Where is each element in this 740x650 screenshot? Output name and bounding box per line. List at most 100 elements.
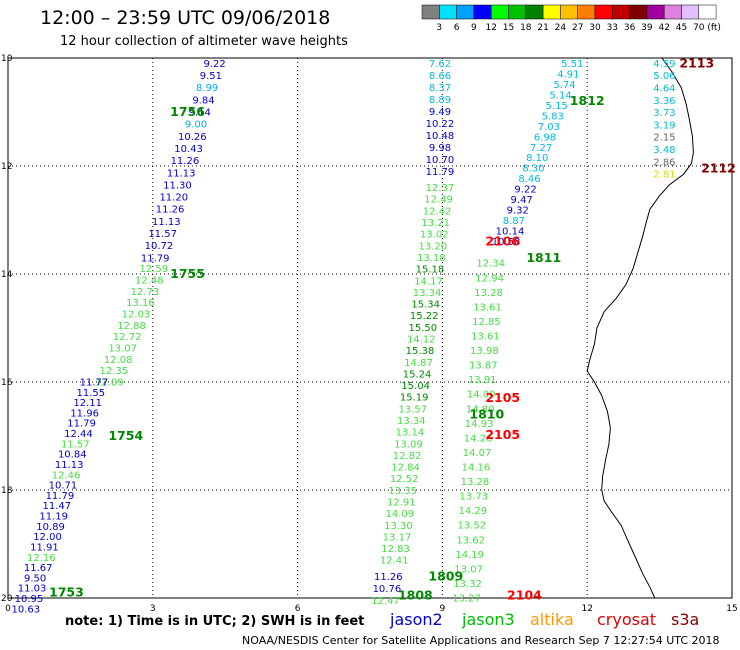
- y-tick-label: 12: [1, 162, 12, 172]
- coastline: [586, 57, 694, 599]
- wave-height-value: 12.37: [426, 183, 455, 194]
- wave-height-value: 10.71: [49, 481, 78, 492]
- scale-swatch: [542, 4, 561, 20]
- wave-height-value: 13.17: [383, 532, 412, 543]
- wave-height-value: 14.12: [407, 334, 436, 345]
- wave-height-value: 7.62: [429, 59, 451, 70]
- wave-height-value: 8.10: [526, 153, 548, 164]
- wave-height-value: 10.70: [426, 155, 455, 166]
- grid-lines: [8, 58, 732, 598]
- wave-height-value: 8.66: [429, 71, 451, 82]
- wave-height-value: 14.80: [466, 404, 495, 415]
- pass-label: 1755: [170, 266, 205, 281]
- wave-height-value: 12.46: [52, 470, 81, 481]
- wave-height-value: 11.79: [141, 253, 170, 264]
- wave-height-value: 12.85: [472, 317, 501, 328]
- wave-height-value: 13.07: [454, 564, 483, 575]
- wave-height-value: 11.19: [39, 512, 68, 523]
- x-tick-label: 0: [5, 604, 11, 614]
- wave-height-value: 13.18: [417, 253, 446, 264]
- wave-height-value: 11.26: [171, 156, 200, 167]
- scale-label: 3: [436, 23, 442, 33]
- wave-height-value: 10.58: [492, 237, 521, 248]
- wave-height-value: 9.22: [514, 185, 536, 196]
- y-tick-label: 14: [1, 270, 13, 280]
- wave-height-value: 15.19: [400, 393, 429, 404]
- scale-label: 12: [485, 23, 496, 33]
- wave-height-value: 13.16: [126, 298, 155, 309]
- wave-height-value: 4.91: [557, 69, 579, 80]
- pass-label: 2106: [485, 234, 520, 249]
- wave-height-value: 5.83: [542, 111, 564, 122]
- wave-height-value: 14.07: [463, 448, 492, 459]
- x-tick-label: 6: [295, 604, 301, 614]
- y-tick-label: 10: [1, 54, 13, 64]
- wave-height-value: 11.13: [167, 168, 196, 179]
- wave-height-value: 10.76: [373, 584, 402, 595]
- wave-height-value: 15.22: [410, 311, 439, 322]
- legend-jason2: jason2: [389, 610, 443, 629]
- map-subtitle: 12 hour collection of altimeter wave hei…: [60, 34, 348, 49]
- wave-height-value: 9.50: [24, 573, 46, 584]
- wave-height-value: 14.09: [386, 509, 415, 520]
- wave-height-value: 4.64: [653, 84, 675, 95]
- wave-height-value: 3.73: [653, 108, 675, 119]
- wave-height-value: 11.13: [55, 460, 84, 471]
- wave-height-value: 12.82: [393, 451, 422, 462]
- wave-height-value: 8.37: [429, 83, 451, 94]
- y-tick-label: 16: [1, 378, 13, 388]
- wave-height-value: 13.34: [397, 416, 426, 427]
- wave-height-value: 11.57: [61, 439, 90, 450]
- pass-label: 1753: [49, 585, 84, 600]
- wave-height-value: 11.26: [156, 205, 185, 216]
- wave-height-value: 11.96: [70, 408, 99, 419]
- scale-swatch: [490, 4, 509, 20]
- wave-height-value: 6.98: [534, 132, 556, 143]
- wave-height-value: 10.63: [12, 604, 41, 615]
- wave-height-value: 14.29: [459, 506, 488, 517]
- wave-height-value: 13.28: [461, 477, 490, 488]
- pass-label: 2112: [701, 161, 736, 176]
- wave-height-value: 9.49: [429, 107, 451, 118]
- color-scale-legend: 3 6 9 12 15 18 21 24 27 30 33 36 39 42 45 70 (ft): [421, 4, 721, 33]
- wave-height-value: 11.20: [159, 193, 188, 204]
- wave-height-value: 12.34: [476, 259, 505, 270]
- wave-height-value: 10.26: [178, 132, 207, 143]
- scale-swatch: [560, 4, 578, 20]
- wave-height-value: 14.17: [414, 276, 443, 287]
- wave-height-value: 10.48: [426, 131, 455, 142]
- map-title: 12:00 – 23:59 UTC 09/06/2018: [40, 7, 330, 29]
- wave-height-value: 14.26: [464, 433, 493, 444]
- scale-label: 30: [589, 23, 601, 33]
- wave-height-value: 14.87: [404, 358, 433, 369]
- scale-swatch: [594, 4, 613, 20]
- wave-height-value: 8.99: [196, 83, 218, 94]
- scale-label: 70: [693, 23, 705, 33]
- pass-label: 2105: [485, 427, 520, 442]
- wave-height-value: 13.62: [456, 535, 485, 546]
- wave-height-value: 11.79: [426, 167, 455, 178]
- wave-height-value: 12.42: [423, 206, 452, 217]
- wave-height-value: 13.30: [384, 521, 413, 532]
- wave-height-value: 13.28: [474, 288, 503, 299]
- wave-height-value: 8.46: [518, 174, 540, 185]
- wave-height-value: 15.18: [416, 265, 445, 276]
- scale-label: 39: [641, 23, 653, 33]
- wave-height-value: 11.13: [152, 217, 181, 228]
- wave-height-value: 12.59: [139, 264, 168, 275]
- legend-cryosat: cryosat: [597, 610, 656, 629]
- wave-height-value: 12.48: [135, 275, 164, 286]
- wave-height-value: 3.48: [653, 145, 675, 156]
- scale-swatch: [698, 4, 717, 20]
- wave-height-value: 12.08: [104, 355, 133, 366]
- wave-height-value: 15.34: [411, 300, 440, 311]
- wave-height-value: 5.74: [553, 80, 575, 91]
- x-tick-label: 15: [726, 604, 737, 614]
- y-tick-label: 20: [1, 594, 13, 604]
- wave-height-value: 9.22: [203, 59, 225, 70]
- scale-label: 27: [572, 23, 583, 33]
- wave-height-value: 5.14: [549, 90, 571, 101]
- wave-height-value: 13.09: [394, 439, 423, 450]
- wave-height-value: 12.35: [99, 366, 128, 377]
